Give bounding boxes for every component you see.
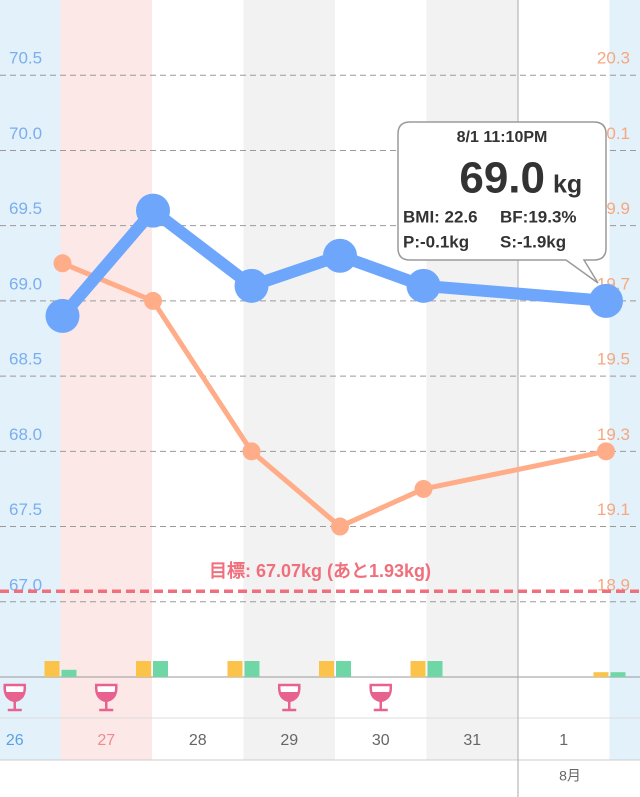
data-point [136, 193, 170, 228]
tooltip-time: 8/1 11:10PM [457, 129, 548, 146]
tooltip-bf: BF:19.3% [500, 207, 577, 226]
y2-tick-label: 19.3 [597, 425, 630, 444]
month-label: 8月 [559, 768, 581, 784]
tooltip-s: S:-1.9kg [500, 232, 566, 251]
indicator-bar [244, 661, 260, 677]
y-tick-label: 68.0 [9, 425, 42, 444]
glass-wine [280, 692, 299, 700]
day-column [0, 0, 61, 760]
y-tick-label: 68.5 [9, 350, 42, 369]
data-point [331, 517, 349, 536]
y2-tick-label: 19.5 [597, 350, 630, 369]
series [45, 193, 623, 536]
alcohol-icon [3, 683, 27, 712]
data-point [45, 298, 80, 333]
x-tick-label: 1 [559, 732, 568, 749]
indicator-bar [136, 661, 151, 677]
x-tick-label: 26 [6, 732, 24, 749]
day-column [518, 0, 610, 760]
y2-tick-label: 20.3 [597, 49, 630, 68]
data-point [144, 291, 162, 310]
alcohol-icon [94, 683, 118, 712]
data-point [406, 268, 441, 303]
indicator-bar [61, 669, 77, 677]
data-point [234, 268, 269, 303]
x-tick-label: 29 [280, 732, 298, 749]
series-line [57, 204, 607, 320]
y-tick-label: 70.0 [9, 124, 42, 143]
day-column [60, 0, 152, 760]
x-tick-label: 30 [372, 732, 390, 749]
goal-label: 目標: 67.07kg (あと1.93kg) [209, 560, 431, 581]
x-tick-label: 28 [189, 732, 207, 749]
day-column [152, 0, 244, 760]
x-tick-label: 27 [97, 732, 115, 749]
y-tick-label: 67.0 [9, 575, 42, 594]
y-tick-label: 69.5 [9, 199, 42, 218]
indicator-bar [427, 661, 443, 677]
indicator-bar [153, 661, 168, 677]
glass-wine [371, 692, 390, 700]
tooltip: 8/1 11:10PM 69.0 kg BMI: 22.6 BF:19.3% P… [397, 121, 607, 284]
indicator-bar [410, 661, 426, 677]
alcohol-icon [277, 683, 301, 712]
backgrounds [0, 0, 640, 760]
data-point [597, 442, 615, 461]
indicator-bar [610, 672, 626, 677]
data-point [589, 283, 623, 318]
glass-wine [97, 692, 116, 700]
tooltip-p: P:-0.1kg [403, 232, 469, 251]
alcohol-icon [369, 683, 393, 712]
data-point [323, 238, 357, 273]
tooltip-bmi: BMI: 22.6 [403, 207, 478, 226]
indicator-bar [44, 661, 60, 677]
day-column [426, 0, 518, 760]
series-line [61, 260, 607, 530]
day-column [609, 0, 640, 760]
day-column [243, 0, 335, 760]
x-tick-label: 31 [463, 732, 481, 749]
y2-tick-label: 18.9 [597, 575, 630, 594]
data-point [53, 254, 72, 273]
tooltip-unit: kg [553, 171, 582, 199]
y2-tick-label: 19.1 [597, 500, 630, 519]
glass-wine [5, 692, 24, 700]
tooltip-weight: 69.0 [459, 154, 545, 203]
indicator-bar [227, 661, 243, 677]
day-column [335, 0, 427, 760]
indicator-bar [593, 672, 609, 677]
data-point [242, 442, 261, 461]
data-point [414, 479, 433, 498]
tooltip-box [397, 121, 607, 284]
indicator-bar [319, 661, 334, 677]
indicator-bar [336, 661, 351, 677]
y-tick-label: 70.5 [9, 49, 42, 68]
y-tick-label: 67.5 [9, 500, 42, 519]
y-tick-label: 69.0 [9, 274, 42, 293]
